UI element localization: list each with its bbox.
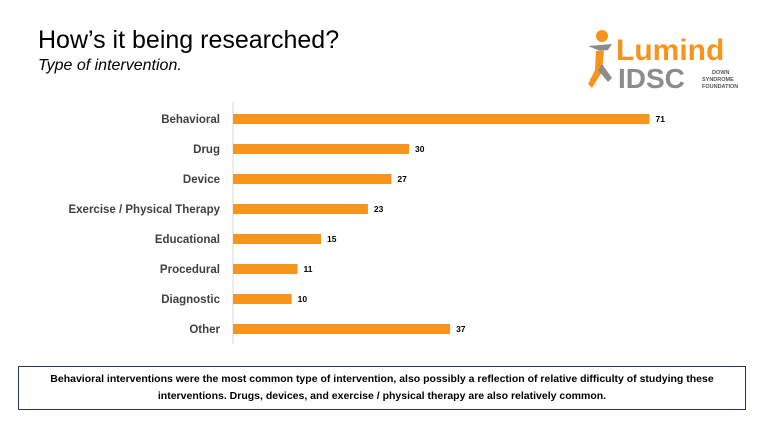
bar: [233, 324, 451, 334]
lumind-idsc-logo: Lumind IDSC DOWN SYNDROME FOUNDATION: [588, 30, 738, 94]
category-label: Educational: [155, 234, 220, 246]
category-label: Other: [189, 324, 220, 336]
bar: [233, 174, 392, 184]
page-title: How’s it being researched?: [38, 26, 340, 54]
logo-bottom-word: IDSC: [618, 63, 685, 94]
value-label: 11: [304, 264, 313, 274]
bar: [233, 294, 292, 304]
category-label: Exercise / Physical Therapy: [68, 204, 220, 216]
bar: [233, 234, 321, 244]
bar: [233, 114, 650, 124]
category-label: Diagnostic: [161, 294, 220, 306]
value-label: 23: [374, 204, 384, 214]
summary-callout: Behavioral interventions were the most c…: [18, 366, 746, 410]
bar: [233, 264, 298, 274]
value-label: 10: [298, 294, 308, 304]
category-label: Drug: [193, 144, 220, 156]
logo-tagline-3: FOUNDATION: [702, 84, 738, 90]
page-subtitle: Type of intervention.: [38, 57, 182, 74]
value-label: 15: [327, 234, 337, 244]
value-label: 27: [397, 174, 407, 184]
value-label: 37: [456, 324, 466, 334]
logo-top-word: Lumind: [616, 34, 724, 67]
value-label: 71: [656, 114, 666, 124]
bar: [233, 204, 368, 214]
logo-tagline-1: DOWN: [712, 70, 729, 76]
category-label: Device: [183, 174, 220, 186]
logo-tagline-2: SYNDROME: [702, 77, 734, 83]
category-label: Behavioral: [161, 114, 220, 126]
bar-chart: Behavioral 71 Drug 30 Device 27 Exercise / Phy…: [68, 102, 666, 344]
value-label: 30: [415, 144, 425, 154]
bar: [233, 144, 409, 154]
category-label: Procedural: [160, 264, 220, 276]
